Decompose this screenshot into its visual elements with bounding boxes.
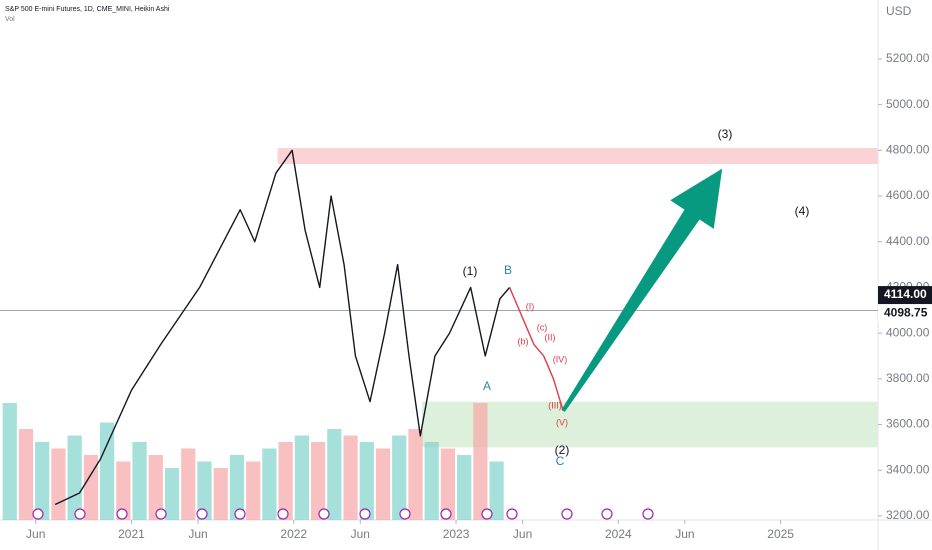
x-tick-label: Jun	[675, 527, 694, 541]
x-tick-label: Jun	[188, 527, 207, 541]
price-label: 4114.00	[884, 287, 927, 301]
volume-bar	[246, 461, 261, 520]
x-tick-label: 2024	[605, 527, 632, 541]
event-icon	[642, 508, 654, 520]
volume-bar	[392, 435, 407, 520]
wave-label: (3)	[718, 127, 733, 141]
volume-bar	[18, 429, 34, 520]
volume-bar	[181, 448, 196, 520]
volume-bar	[294, 435, 309, 520]
y-tick-label: 4000.00	[886, 325, 930, 339]
event-icon	[155, 508, 167, 520]
x-tick-label: Jun	[513, 527, 532, 541]
x-tick-label: Jun	[26, 527, 45, 541]
volume-bar	[164, 468, 180, 520]
y-tick-label: 5000.00	[886, 97, 930, 111]
event-icon	[318, 508, 330, 520]
event-icon	[196, 508, 208, 520]
volume-bar	[116, 461, 131, 520]
volume-bar	[327, 429, 342, 520]
volume-bar	[83, 455, 98, 520]
event-icon	[399, 508, 411, 520]
volume-bar	[99, 422, 115, 520]
price-series	[54, 149, 511, 506]
y-tick-label: 4400.00	[886, 234, 930, 248]
zone	[277, 148, 878, 165]
x-tick-label: 2025	[767, 527, 794, 541]
volume-bar	[229, 455, 245, 520]
volume-bar	[424, 442, 439, 520]
event-icon	[74, 508, 86, 520]
wave-label: (c)	[537, 322, 548, 332]
volume-bar	[473, 403, 488, 520]
x-tick-label: 2023	[443, 527, 470, 541]
volume-bar	[359, 442, 374, 520]
volume-bar	[51, 448, 66, 520]
wave-label: A	[483, 379, 491, 393]
event-icon	[506, 508, 518, 520]
event-icon	[277, 508, 289, 520]
wave-label: (III)	[548, 400, 562, 410]
wave-label: (b)	[518, 336, 529, 346]
event-icon	[32, 508, 44, 520]
volume-bar	[440, 448, 456, 520]
y-tick-label: 3200.00	[886, 508, 930, 522]
volume-bar	[408, 429, 423, 520]
volume-bar	[67, 435, 82, 520]
zone	[421, 401, 878, 448]
wave-label: (II)	[545, 332, 556, 342]
event-icon	[234, 508, 246, 520]
event-icon	[481, 508, 493, 520]
volume-bar	[278, 442, 293, 520]
price-label-box	[878, 286, 932, 305]
volume-bar	[132, 442, 147, 520]
event-icon	[440, 508, 452, 520]
event-icon	[116, 508, 128, 520]
volume-bar	[457, 455, 472, 520]
wave-label: (2)	[555, 443, 570, 457]
y-tick-label: 3400.00	[886, 462, 930, 476]
y-tick-label: 3600.00	[886, 417, 930, 431]
volume-bar	[343, 435, 358, 520]
wave-label: (IV)	[553, 354, 568, 364]
y-tick-label: 3800.00	[886, 371, 930, 385]
chart-title: S&P 500 E-mini Futures, 1D, CME_MINI, He…	[5, 6, 170, 13]
wave-label: C	[556, 454, 565, 468]
y-tick-label: 4800.00	[886, 143, 930, 157]
volume-bar	[35, 442, 50, 520]
wave-label: (4)	[795, 204, 810, 218]
volume-bar	[197, 461, 212, 520]
subtitle: Vol	[5, 16, 15, 23]
volume-bar	[2, 403, 17, 520]
x-tick-label: 2021	[118, 527, 145, 541]
wave-label: B	[504, 263, 512, 277]
event-icon	[601, 508, 613, 520]
volume-bar	[489, 461, 504, 520]
y-tick-label: 4600.00	[886, 188, 930, 202]
x-tick-label: Jun	[351, 527, 370, 541]
y-tick-label: 5200.00	[886, 51, 930, 65]
volume-bar	[375, 448, 391, 520]
projection-arrow	[561, 168, 723, 412]
event-icon	[561, 508, 573, 520]
y-axis-label: USD	[886, 4, 912, 18]
volume-bar	[310, 442, 326, 520]
x-tick-label: 2022	[280, 527, 307, 541]
wave-label: (I)	[526, 301, 535, 311]
price-line-box	[878, 304, 932, 323]
volume-bar	[148, 455, 163, 520]
wave-label: (1)	[463, 264, 478, 278]
price-line-label: 4098.75	[884, 306, 928, 320]
volume-bar	[262, 448, 277, 520]
price-series	[508, 287, 564, 411]
event-icon	[359, 508, 371, 520]
volume-bar	[213, 468, 228, 520]
wave-label: (V)	[556, 417, 568, 427]
